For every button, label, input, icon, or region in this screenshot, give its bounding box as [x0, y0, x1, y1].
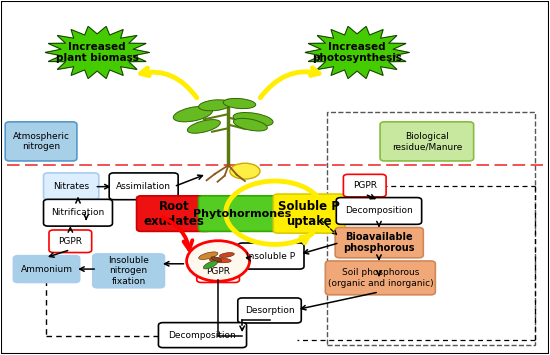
- Text: Nitrification: Nitrification: [51, 208, 104, 217]
- Text: Bioavailable
phosphorous: Bioavailable phosphorous: [344, 232, 415, 253]
- Text: Soil phosphorous
(organic and inorganic): Soil phosphorous (organic and inorganic): [328, 268, 433, 288]
- Text: Assimilation: Assimilation: [116, 182, 171, 191]
- Text: Root
exudates: Root exudates: [144, 200, 204, 228]
- FancyBboxPatch shape: [109, 173, 178, 200]
- FancyBboxPatch shape: [380, 122, 474, 161]
- Text: Nitrates: Nitrates: [53, 182, 89, 191]
- FancyBboxPatch shape: [13, 256, 80, 283]
- Text: Increased
plant biomass: Increased plant biomass: [56, 42, 139, 63]
- FancyBboxPatch shape: [43, 200, 112, 226]
- FancyBboxPatch shape: [197, 260, 239, 283]
- Polygon shape: [305, 26, 409, 78]
- Text: Insoluble P: Insoluble P: [246, 252, 295, 261]
- Bar: [327, 112, 535, 345]
- Text: Ammonium: Ammonium: [20, 264, 73, 274]
- Ellipse shape: [223, 98, 256, 109]
- Text: Increased
photosynthesis: Increased photosynthesis: [312, 42, 402, 63]
- Ellipse shape: [188, 120, 221, 133]
- Text: Decomposition: Decomposition: [345, 207, 413, 215]
- Ellipse shape: [204, 261, 218, 269]
- Ellipse shape: [211, 257, 222, 262]
- FancyBboxPatch shape: [343, 174, 386, 197]
- Text: Biological
residue/Manure: Biological residue/Manure: [392, 132, 462, 151]
- Ellipse shape: [186, 241, 250, 281]
- FancyBboxPatch shape: [273, 194, 345, 233]
- Ellipse shape: [210, 258, 231, 263]
- Text: Soluble P
uptake: Soluble P uptake: [278, 200, 340, 228]
- Text: Atmospheric
nitrogen: Atmospheric nitrogen: [13, 132, 69, 151]
- FancyBboxPatch shape: [136, 196, 211, 231]
- Text: Decomposition: Decomposition: [169, 331, 236, 340]
- Text: Insoluble
nitrogen
fixation: Insoluble nitrogen fixation: [108, 256, 149, 286]
- Ellipse shape: [173, 106, 212, 122]
- FancyBboxPatch shape: [5, 122, 77, 161]
- Ellipse shape: [230, 163, 260, 179]
- Text: PGPR: PGPR: [353, 181, 377, 190]
- FancyBboxPatch shape: [199, 196, 287, 231]
- Text: PGPR: PGPR: [58, 237, 82, 246]
- Ellipse shape: [199, 100, 231, 111]
- Text: Desorption: Desorption: [245, 306, 294, 315]
- FancyBboxPatch shape: [49, 230, 92, 252]
- FancyBboxPatch shape: [238, 298, 301, 323]
- FancyBboxPatch shape: [43, 173, 99, 200]
- FancyBboxPatch shape: [335, 228, 424, 258]
- Text: PGPR: PGPR: [206, 267, 230, 276]
- Text: Phytohormones: Phytohormones: [193, 209, 292, 219]
- FancyBboxPatch shape: [336, 198, 422, 224]
- Polygon shape: [45, 26, 149, 78]
- Ellipse shape: [199, 252, 218, 260]
- FancyBboxPatch shape: [93, 254, 164, 288]
- FancyBboxPatch shape: [158, 323, 246, 348]
- Ellipse shape: [219, 252, 234, 257]
- Ellipse shape: [233, 113, 273, 126]
- FancyBboxPatch shape: [326, 261, 436, 295]
- Ellipse shape: [233, 118, 267, 131]
- FancyBboxPatch shape: [238, 243, 304, 269]
